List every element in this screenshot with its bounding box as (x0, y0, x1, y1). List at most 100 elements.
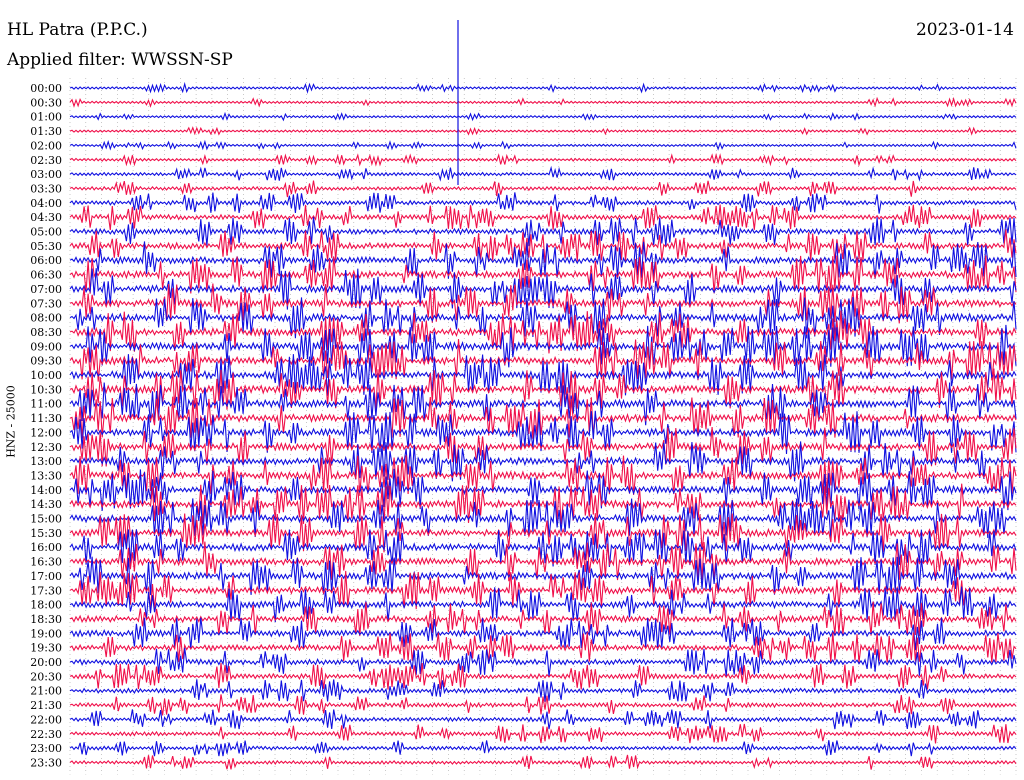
trace-line (69, 601, 1017, 637)
trace-line (69, 617, 1017, 651)
time-tick-label: 01:30 (30, 125, 62, 138)
time-tick-label: 03:30 (30, 182, 62, 195)
time-tick-label: 02:00 (30, 139, 62, 152)
trace-line (69, 740, 1017, 757)
time-tick-label: 13:30 (30, 469, 62, 482)
trace-line (69, 126, 1017, 136)
time-tick-label: 05:00 (30, 226, 62, 239)
trace-line (69, 410, 1017, 455)
time-tick-label: 04:00 (30, 197, 62, 210)
trace-line (69, 663, 1017, 690)
trace-line (69, 165, 1017, 182)
trace-line (69, 396, 1017, 440)
time-tick-label: 20:30 (30, 670, 62, 683)
time-tick-label: 22:30 (30, 728, 62, 741)
time-tick-label: 03:00 (30, 168, 62, 181)
filter-label: Applied filter: WWSSN-SP (7, 50, 233, 70)
trace-line (69, 339, 1017, 382)
trace-line (69, 529, 1017, 568)
time-tick-label: 14:30 (30, 498, 62, 511)
trace-line (69, 354, 1017, 396)
trace-line (69, 283, 1017, 324)
time-tick-label: 16:00 (30, 541, 62, 554)
time-tick-label: 10:30 (30, 383, 62, 396)
time-tick-label: 14:00 (30, 484, 62, 497)
trace-line (69, 268, 1017, 310)
trace-line (69, 204, 1017, 230)
time-tick-label: 02:30 (30, 154, 62, 167)
time-tick-label: 07:30 (30, 297, 62, 310)
trace-line (69, 723, 1017, 744)
time-tick-label: 15:00 (30, 513, 62, 526)
time-tick-label: 19:30 (30, 642, 62, 655)
time-tick-label: 00:00 (30, 82, 62, 95)
trace-line (69, 152, 1017, 167)
trace-line (69, 541, 1017, 582)
trace-line (69, 586, 1017, 623)
time-tick-label: 08:00 (30, 312, 62, 325)
trace-line (69, 81, 1017, 94)
time-tick-label: 04:30 (30, 211, 62, 224)
time-tick-label: 10:00 (30, 369, 62, 382)
trace-line (69, 310, 1017, 354)
trace-line (69, 468, 1017, 511)
trace-line (69, 498, 1017, 539)
trace-line (69, 96, 1017, 108)
trace-line (69, 455, 1017, 496)
trace-line (69, 427, 1017, 467)
time-tick-label: 22:00 (30, 713, 62, 726)
time-tick-label: 00:30 (30, 96, 62, 109)
trace-line (69, 255, 1017, 294)
time-tick-label: 07:00 (30, 283, 62, 296)
time-tick-label: 17:00 (30, 570, 62, 583)
time-tick-label: 08:30 (30, 326, 62, 339)
date-label: 2023-01-14 (915, 20, 1014, 40)
time-tick-label: 15:30 (30, 527, 62, 540)
trace-line (69, 441, 1017, 482)
time-tick-label: 19:00 (30, 627, 62, 640)
time-tick-label: 21:30 (30, 699, 62, 712)
trace-line (69, 483, 1017, 525)
time-tick-label: 23:30 (30, 756, 62, 769)
time-tick-label: 16:30 (30, 556, 62, 569)
time-tick-label: 23:00 (30, 742, 62, 755)
trace-line (69, 139, 1017, 151)
trace-line (69, 709, 1017, 730)
trace-line (69, 216, 1017, 247)
trace-line (69, 754, 1017, 770)
trace-line (69, 324, 1017, 368)
trace-line (69, 297, 1017, 339)
time-tick-label: 06:30 (30, 269, 62, 282)
time-tick-label: 21:00 (30, 685, 62, 698)
trace-line (69, 192, 1017, 214)
time-tick-label: 01:00 (30, 111, 62, 124)
time-tick-label: 05:30 (30, 240, 62, 253)
time-tick-label: 20:00 (30, 656, 62, 669)
trace-line (69, 694, 1017, 716)
time-tick-label: 12:30 (30, 441, 62, 454)
time-tick-label: 09:30 (30, 355, 62, 368)
time-tick-label: 18:00 (30, 599, 62, 612)
trace-line (69, 513, 1017, 553)
trace-line (69, 556, 1017, 596)
trace-line (69, 229, 1017, 263)
time-tick-label: 13:00 (30, 455, 62, 468)
trace-line (69, 570, 1017, 610)
time-tick-label: 17:30 (30, 584, 62, 597)
trace-line (69, 111, 1017, 122)
time-tick-label: 09:00 (30, 340, 62, 353)
trace-line (69, 679, 1017, 702)
trace-line (69, 180, 1017, 198)
time-tick-label: 06:00 (30, 254, 62, 267)
trace-line (69, 241, 1017, 279)
trace-line (69, 368, 1017, 411)
time-tick-label: 12:00 (30, 426, 62, 439)
time-tick-label: 11:30 (30, 412, 62, 425)
trace-line (69, 647, 1017, 677)
trace-line (69, 632, 1017, 663)
station-title: HL Patra (P.P.C.) (7, 20, 148, 40)
time-tick-label: 18:30 (30, 613, 62, 626)
trace-line (69, 382, 1017, 426)
time-tick-label: 11:00 (30, 398, 62, 411)
